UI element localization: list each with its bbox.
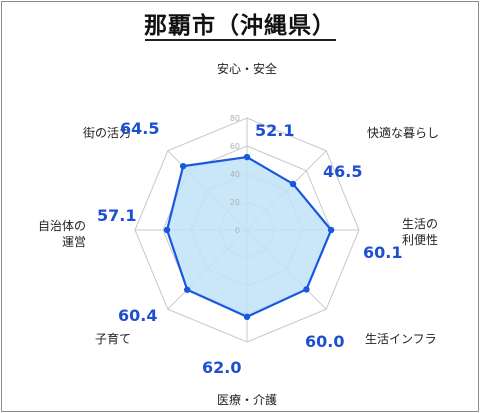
- category-label: 医療・介護: [217, 392, 277, 407]
- value-label: 60.1: [363, 243, 402, 262]
- category-label: 自治体の: [38, 219, 86, 233]
- data-point: [163, 226, 171, 234]
- tick-label: 40: [230, 170, 240, 179]
- chart-title: 那覇市（沖縄県）: [144, 13, 336, 39]
- tick-label: 20: [230, 198, 240, 207]
- tick-label: 0: [235, 226, 240, 235]
- data-point: [289, 180, 297, 188]
- data-point: [243, 313, 251, 320]
- data-point: [179, 162, 187, 170]
- data-point: [184, 286, 191, 293]
- value-label: 64.5: [120, 119, 159, 138]
- category-label: 快適な暮らし: [367, 125, 439, 140]
- data-point: [327, 226, 335, 234]
- category-label: 子育て: [95, 331, 131, 346]
- category-label: 生活の: [402, 217, 438, 231]
- value-label: 60.0: [305, 332, 344, 351]
- tick-label: 60: [230, 142, 240, 151]
- value-label: 60.4: [118, 306, 157, 325]
- value-label: 52.1: [255, 121, 294, 140]
- category-label: 安心・安全: [217, 61, 277, 76]
- value-label: 62.0: [202, 358, 241, 377]
- data-point: [243, 153, 251, 161]
- tick-label: 80: [230, 114, 240, 123]
- data-point: [303, 286, 310, 293]
- category-label: 利便性: [402, 233, 438, 247]
- category-label: 生活インフラ: [365, 332, 437, 346]
- category-label: 運営: [62, 235, 86, 249]
- value-label: 57.1: [97, 206, 136, 225]
- value-label: 46.5: [323, 162, 362, 181]
- series-area: [165, 155, 333, 318]
- category-label: 街の活力: [83, 126, 131, 140]
- title-underline: [145, 39, 336, 41]
